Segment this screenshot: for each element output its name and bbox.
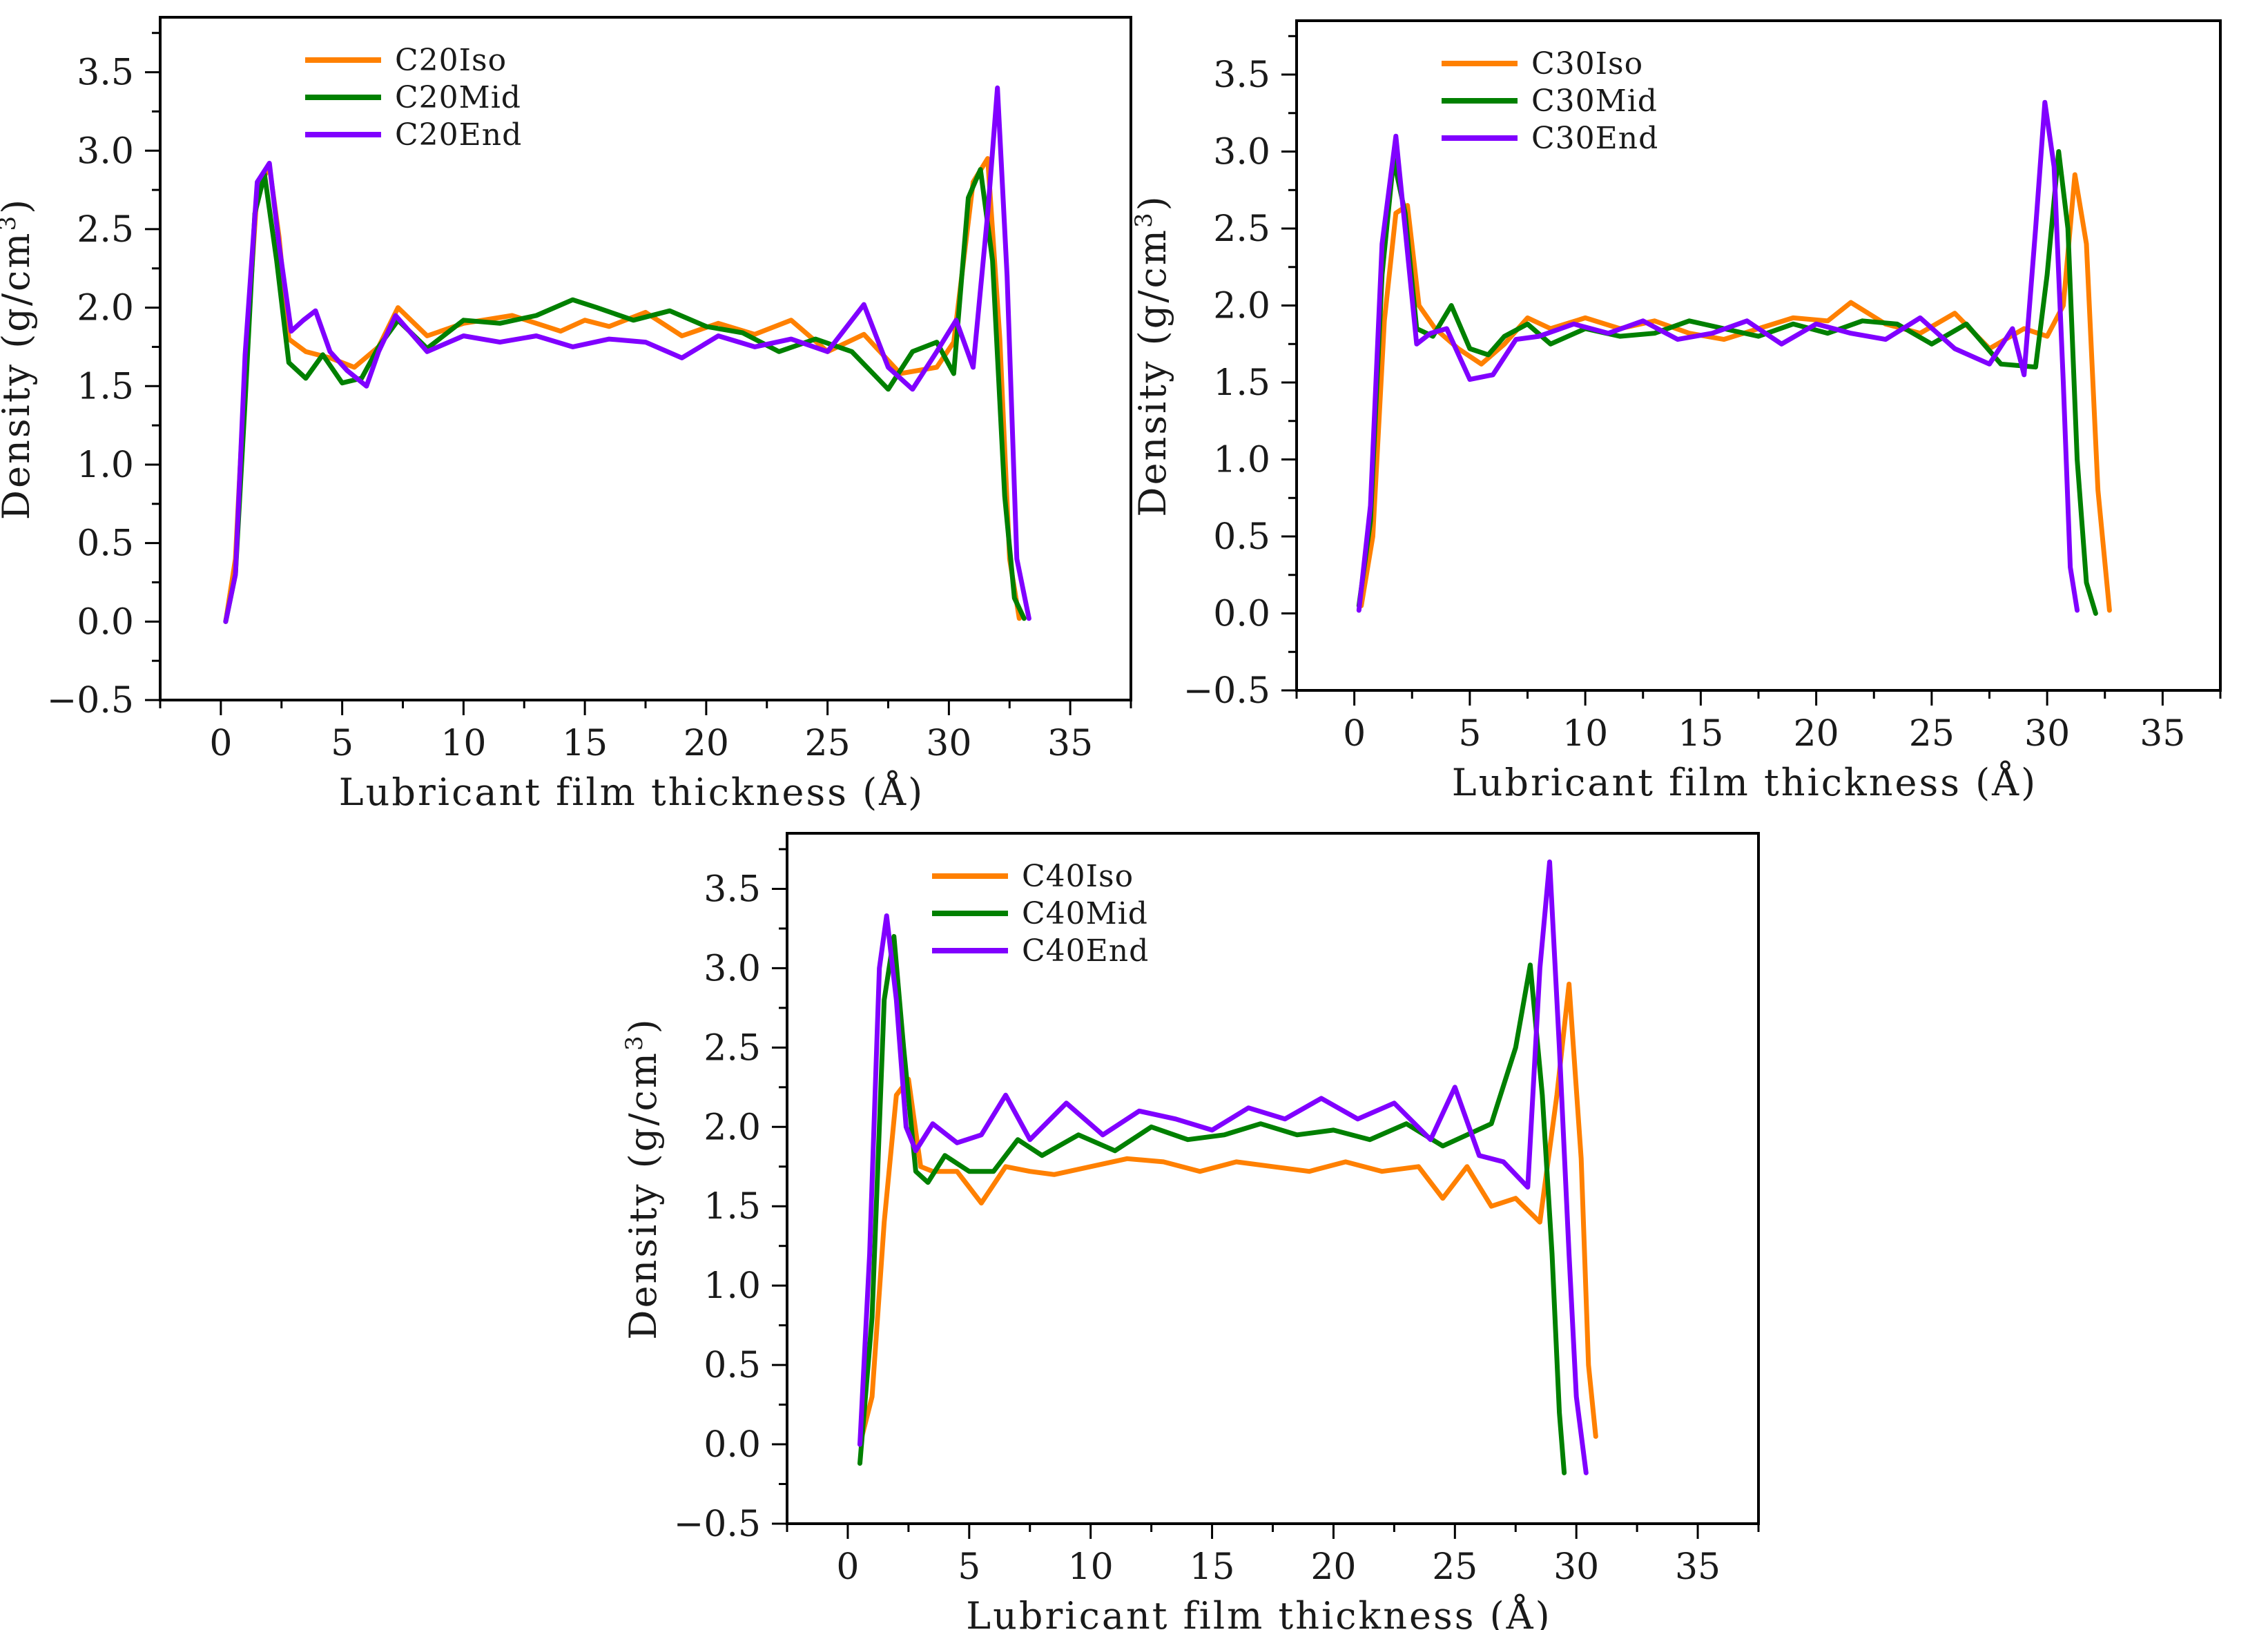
chart-panel-2: 0 5 10 15 20 25 30 35 −0.5 0.0 0.5 1.0 1.5 2.0 2.5 3.0 3… [1130,19,2222,804]
series-line-c30mid [1356,149,2098,616]
series-line-c30end [1356,99,2080,613]
series-line-c20end [223,85,1031,624]
x-tick-label: 5 [958,1546,980,1588]
x-tick-label: 10 [1562,713,1608,755]
series-line-c20iso [223,156,1022,624]
legend-label-c40iso: C40Iso [1022,859,1134,894]
x-tick-label: 30 [1553,1546,1599,1588]
x-tick-label: 0 [836,1546,859,1588]
legend-label-c40mid: C40Mid [1022,896,1148,931]
y-axis-label: Density (g/cm3) [1130,194,1174,516]
x-tick-label: 15 [562,723,608,764]
chart-panel-3: 0 5 10 15 20 25 30 35 −0.5 0.0 0.5 1.0 1.5 2.0 2.5 3.0 3… [621,832,1760,1630]
y-axis-label: Density (g/cm3) [0,197,38,520]
y-tick-label: 1.0 [1213,440,1270,481]
legend-label-c40end: C40End [1022,933,1149,969]
y-tick-label: 2.5 [1213,208,1270,250]
x-tick-label: 5 [331,723,353,764]
x-axis-label: Lubricant film thickness (Å) [1452,759,2037,804]
x-tick-label: 20 [684,723,729,764]
y-axis-label: Density (g/cm3) [621,1017,665,1339]
y-tick-label: 0.0 [1213,594,1270,635]
y-tick-label: 2.0 [704,1107,761,1148]
x-tick-label: 20 [1794,713,1839,755]
y-tick-label: 3.5 [1213,55,1270,96]
series-line-c40end [857,859,1589,1475]
y-tick-label: 1.0 [77,445,134,486]
series-line-c40iso [857,981,1598,1447]
x-tick-label: 35 [1047,723,1093,764]
y-tick-label: 1.5 [704,1186,761,1228]
y-tick-label: 1.5 [1213,362,1270,404]
y-tick-label: −0.5 [674,1504,761,1545]
y-tick-label: 3.0 [77,130,134,172]
plot-frame [159,16,1132,701]
series-line-c40mid [857,933,1567,1475]
series-line-c20mid [223,167,1027,624]
x-tick-label: 25 [1909,713,1955,755]
plot-frame [1295,19,2222,692]
y-tick-label: 3.0 [1213,132,1270,173]
x-tick-label: 30 [926,723,971,764]
x-tick-label: 20 [1310,1546,1356,1588]
y-tick-label: 2.5 [77,209,134,251]
legend-label-c20iso: C20Iso [395,43,507,78]
x-axis-label: Lubricant film thickness (Å) [966,1593,1551,1630]
legend-label-c20mid: C20Mid [395,80,521,115]
y-tick-label: −0.5 [1183,670,1270,712]
y-tick-label: 3.5 [77,52,134,94]
y-tick-label: 1.0 [704,1265,761,1307]
y-tick-label: −0.5 [47,680,134,721]
x-tick-label: 10 [1068,1546,1114,1588]
legend-label-c30end: C30End [1531,121,1658,156]
legend-label-c30mid: C30Mid [1531,84,1658,119]
x-axis-label: Lubricant film thickness (Å) [339,769,924,814]
x-tick-label: 5 [1458,713,1481,755]
chart-panel-1: 0 5 10 15 20 25 30 35 −0.5 0.0 0.5 1.0 1.5 2.0 2.5 3.0 3… [0,16,1132,814]
x-tick-label: 25 [805,723,851,764]
y-tick-label: 3.5 [704,869,761,910]
x-tick-label: 15 [1189,1546,1234,1588]
y-tick-label: 0.0 [704,1424,761,1466]
y-tick-label: 0.5 [1213,516,1270,558]
y-tick-label: 3.0 [704,948,761,989]
x-tick-label: 35 [2140,713,2185,755]
y-tick-label: 0.5 [77,523,134,565]
y-tick-label: 0.5 [704,1345,761,1386]
x-tick-label: 35 [1675,1546,1721,1588]
y-tick-label: 1.5 [77,366,134,407]
y-tick-label: 2.5 [704,1027,761,1069]
x-tick-label: 30 [2024,713,2070,755]
x-tick-label: 25 [1432,1546,1477,1588]
y-tick-label: 0.0 [77,601,134,643]
x-tick-label: 15 [1678,713,1723,755]
series-line-c30iso [1359,172,2112,613]
legend-label-c20end: C20End [395,117,522,153]
x-tick-label: 0 [1343,713,1366,755]
y-tick-label: 2.0 [77,288,134,329]
y-tick-label: 2.0 [1213,286,1270,327]
x-tick-label: 10 [440,723,486,764]
legend-label-c30iso: C30Iso [1531,46,1643,81]
x-tick-label: 0 [209,723,232,764]
